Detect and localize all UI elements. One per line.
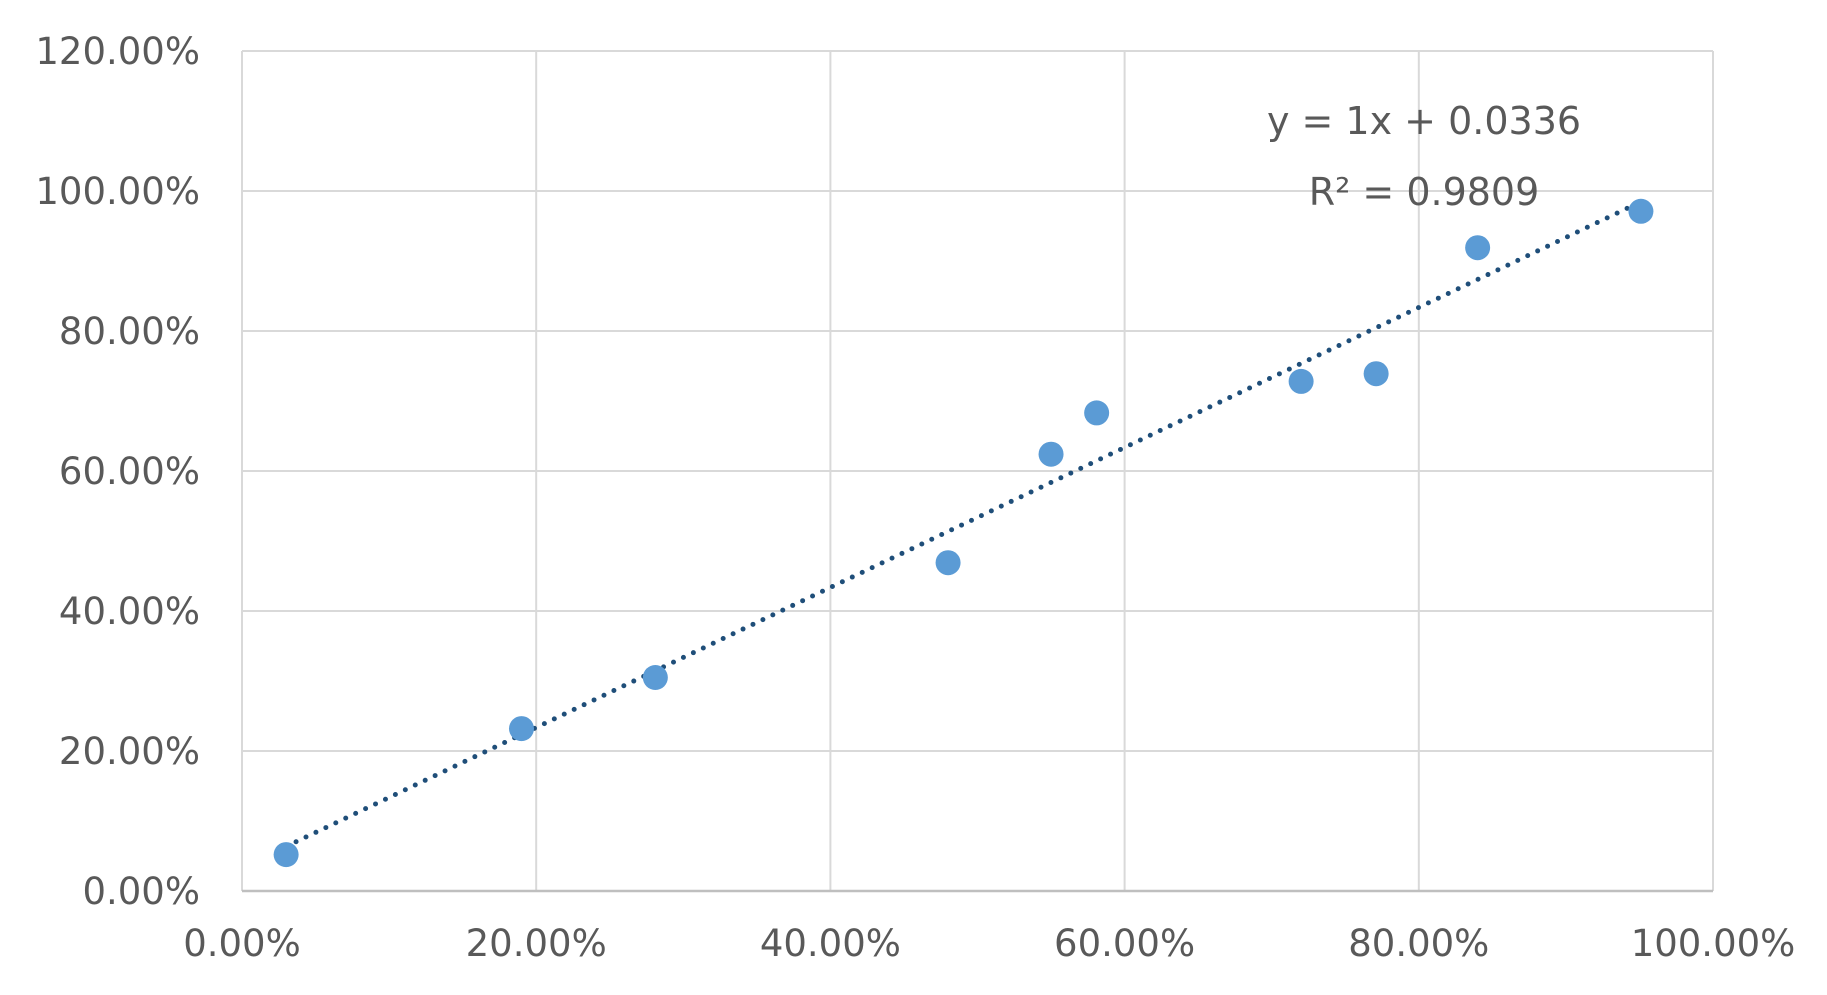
x-tick-label: 80.00% [1348, 922, 1489, 965]
x-axis-tick-labels: 0.00% 20.00% 40.00% 60.00% 80.00% 100.00% [183, 922, 1795, 965]
data-point [1288, 368, 1314, 394]
y-tick-label: 100.00% [35, 170, 200, 213]
x-tick-label: 60.00% [1054, 922, 1195, 965]
data-point [273, 842, 299, 868]
data-point [1038, 441, 1064, 467]
data-point [1084, 400, 1110, 426]
y-tick-label: 80.00% [59, 310, 200, 353]
y-tick-label: 40.00% [59, 590, 200, 633]
data-point [935, 550, 961, 576]
x-tick-label: 0.00% [183, 922, 301, 965]
data-point [1363, 361, 1389, 387]
y-tick-label: 0.00% [82, 870, 200, 913]
trendline [283, 199, 1644, 849]
x-tick-label: 20.00% [466, 922, 607, 965]
data-point [508, 716, 534, 742]
data-point [642, 665, 668, 690]
data-points [273, 198, 1654, 868]
trendline-r-squared: R² = 0.9809 [1309, 170, 1540, 214]
trendline-equation: y = 1x + 0.0336 [1267, 99, 1581, 143]
data-point [1628, 198, 1654, 224]
data-point [1465, 235, 1491, 261]
x-tick-label: 100.00% [1631, 922, 1796, 965]
y-tick-label: 120.00% [35, 30, 200, 73]
x-tick-label: 40.00% [760, 922, 901, 965]
gridlines [241, 50, 1714, 892]
y-axis-tick-labels: 0.00% 20.00% 40.00% 60.00% 80.00% 100.00% 120.… [35, 30, 200, 913]
y-tick-label: 20.00% [59, 730, 200, 773]
y-tick-label: 60.00% [59, 450, 200, 493]
